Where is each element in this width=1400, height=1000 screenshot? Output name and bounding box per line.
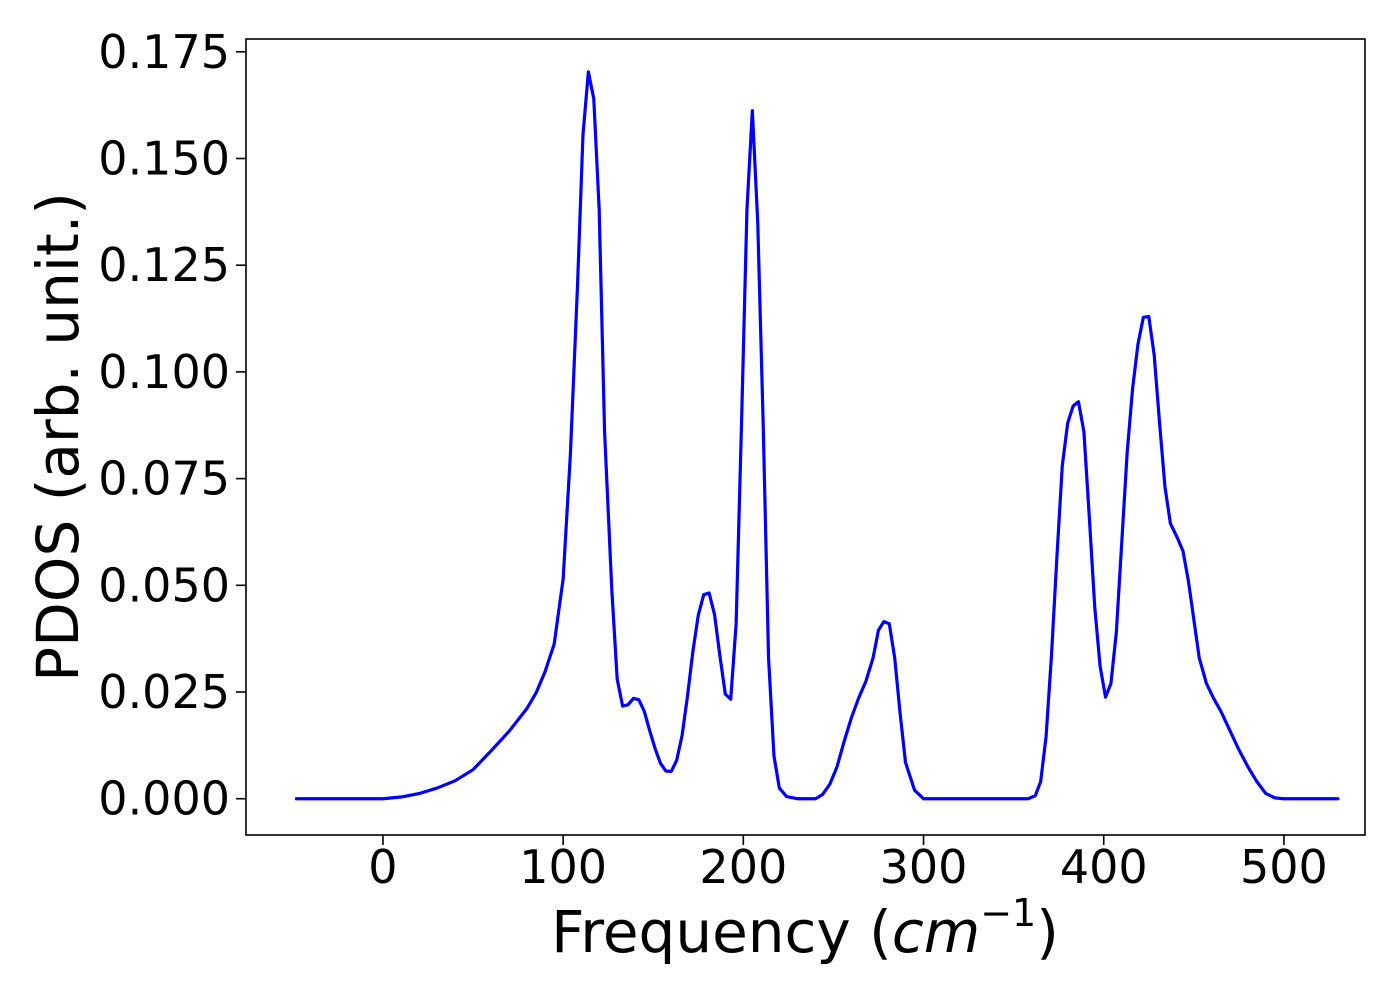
x-tick-label: 500 [1240,840,1328,894]
x-axis-label-unit: cm [892,898,980,966]
y-tick-label: 0.100 [98,345,230,399]
y-tick-label: 0.175 [98,25,230,79]
y-tick-label: 0.075 [98,452,230,506]
x-tick-label: 300 [880,840,968,894]
y-axis-ticks: 0.000 0.025 0.050 0.075 0.100 0.125 0.150 0.175 [98,25,246,826]
y-axis-label: PDOS (arb. unit.) [24,192,92,682]
y-tick-label: 0.150 [98,132,230,186]
y-tick-label: 0.125 [98,238,230,292]
x-tick-label: 0 [368,840,397,894]
x-axis-label: Frequency (cm−1) [551,891,1059,966]
x-tick-label: 200 [699,840,787,894]
x-axis-label-prefix: Frequency ( [551,898,892,966]
x-axis-ticks: 0 100 200 300 400 500 [368,835,1328,894]
x-tick-label: 400 [1060,840,1148,894]
y-tick-label: 0.050 [98,558,230,612]
y-tick-label: 0.025 [98,665,230,719]
plot-area-frame [245,38,1366,836]
x-axis-label-suffix: ) [1036,898,1059,966]
x-axis-label-exponent: −1 [980,891,1036,935]
pdos-series-line [294,70,1340,801]
x-tick-label: 100 [519,840,607,894]
y-tick-label: 0.000 [98,772,230,826]
